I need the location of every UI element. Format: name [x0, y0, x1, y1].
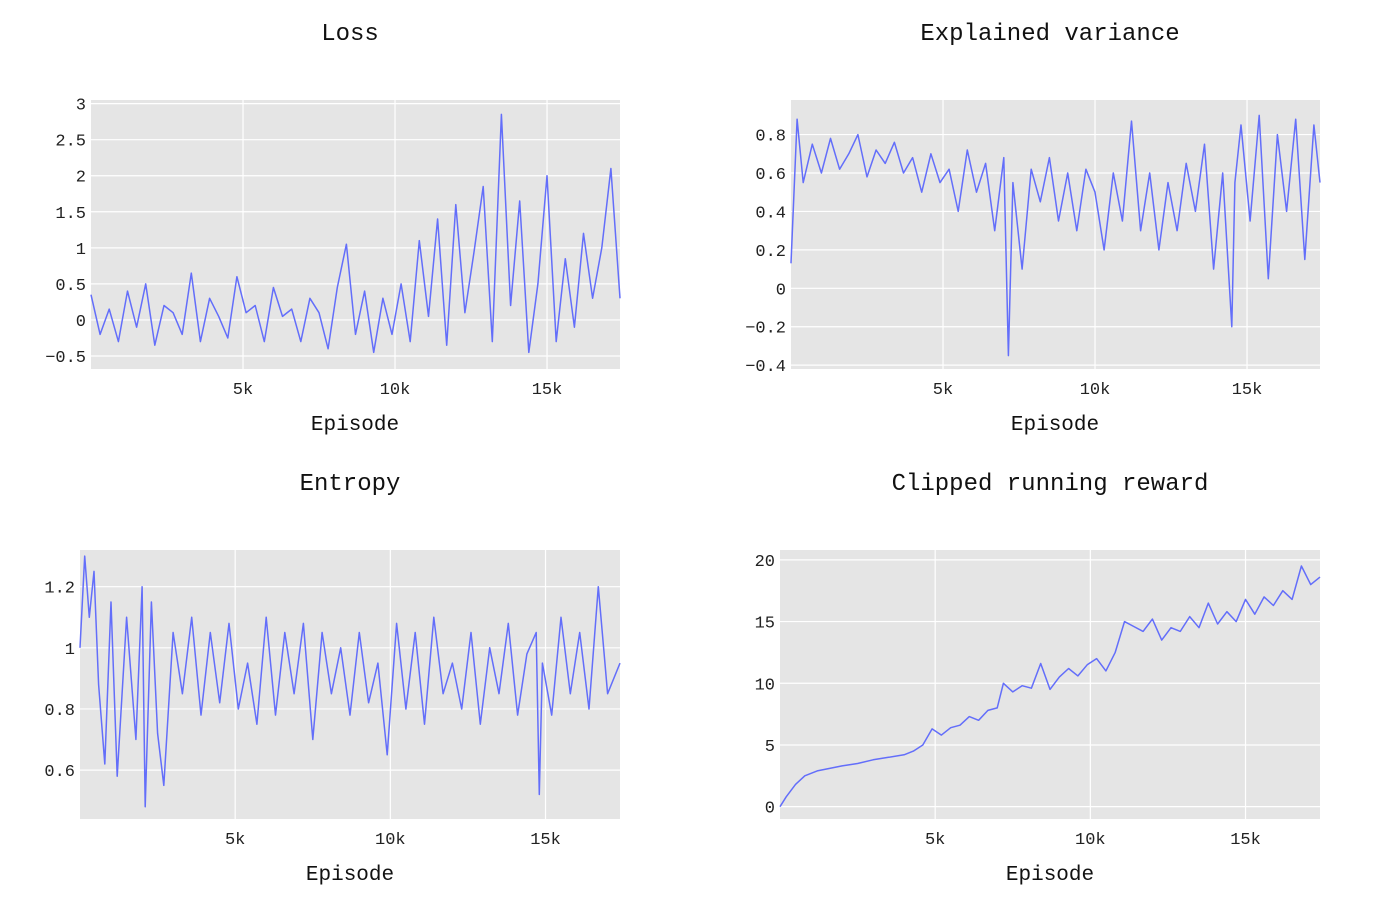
series-line [79, 555, 621, 808]
chart-title: Loss [321, 21, 379, 48]
y-tick-label: 15 [755, 615, 775, 634]
plot-area [791, 100, 1320, 369]
x-axis-label: Episode [1011, 414, 1099, 437]
subplot-explained-variance: −0.4 −0.2 0 0.2 0.4 0.6 0.8 5k 10k 15k Explained … [745, 21, 1321, 437]
chart-title: Entropy [300, 471, 401, 498]
y-tick-label: 1.5 [55, 205, 86, 224]
x-tick-label: 5k [933, 381, 953, 400]
y-tick-label: 1.2 [44, 580, 75, 599]
x-tick-label: 5k [225, 831, 245, 850]
y-tick-label: 0.6 [755, 166, 786, 185]
y-tick-label: −0.5 [45, 349, 86, 368]
subplot-loss: −0.5 0 0.5 1 1.5 2 2.5 3 5k 10k 15k Loss Episode [45, 21, 621, 437]
y-tick-label: 1 [76, 241, 86, 260]
y-tick-label: −0.4 [745, 358, 786, 377]
x-tick-label: 10k [1075, 831, 1106, 850]
y-tick-label: 0 [765, 800, 775, 819]
y-tick-label: 0.8 [44, 702, 75, 721]
y-tick-label: −0.2 [745, 320, 786, 339]
y-tick-label: 0.5 [55, 277, 86, 296]
x-tick-label: 5k [233, 381, 253, 400]
y-tick-label: 0.2 [755, 243, 786, 262]
x-tick-label: 15k [530, 831, 561, 850]
chart-title: Explained variance [920, 21, 1179, 48]
x-axis-label: Episode [1006, 864, 1094, 887]
y-tick-label: 0 [76, 313, 86, 332]
y-tick-label: 2.5 [55, 133, 86, 152]
x-tick-label: 15k [532, 381, 563, 400]
series-line [790, 114, 1321, 357]
subplot-entropy: 0.6 0.8 1 1.2 5k 10k 15k Entropy Episode [44, 471, 621, 887]
y-tick-label: 0.6 [44, 763, 75, 782]
x-axis-label: Episode [311, 414, 399, 437]
y-tick-label: 0.4 [755, 204, 786, 223]
x-tick-label: 10k [380, 381, 411, 400]
x-tick-label: 15k [1232, 381, 1263, 400]
y-tick-label: 3 [76, 97, 86, 116]
x-axis-label: Episode [306, 864, 394, 887]
y-tick-label: 20 [755, 553, 775, 572]
x-tick-label: 5k [925, 831, 945, 850]
y-tick-label: 10 [755, 676, 775, 695]
chart-title: Clipped running reward [892, 471, 1209, 498]
plot-area [780, 550, 1320, 819]
series-line [90, 113, 621, 354]
x-tick-label: 10k [1080, 381, 1111, 400]
y-tick-label: 2 [76, 169, 86, 188]
y-tick-label: 1 [65, 641, 75, 660]
y-tick-label: 5 [765, 738, 775, 757]
x-tick-label: 15k [1230, 831, 1261, 850]
series-line [779, 565, 1321, 808]
y-tick-label: 0 [776, 281, 786, 300]
y-tick-label: 0.8 [755, 128, 786, 147]
x-tick-label: 10k [375, 831, 406, 850]
